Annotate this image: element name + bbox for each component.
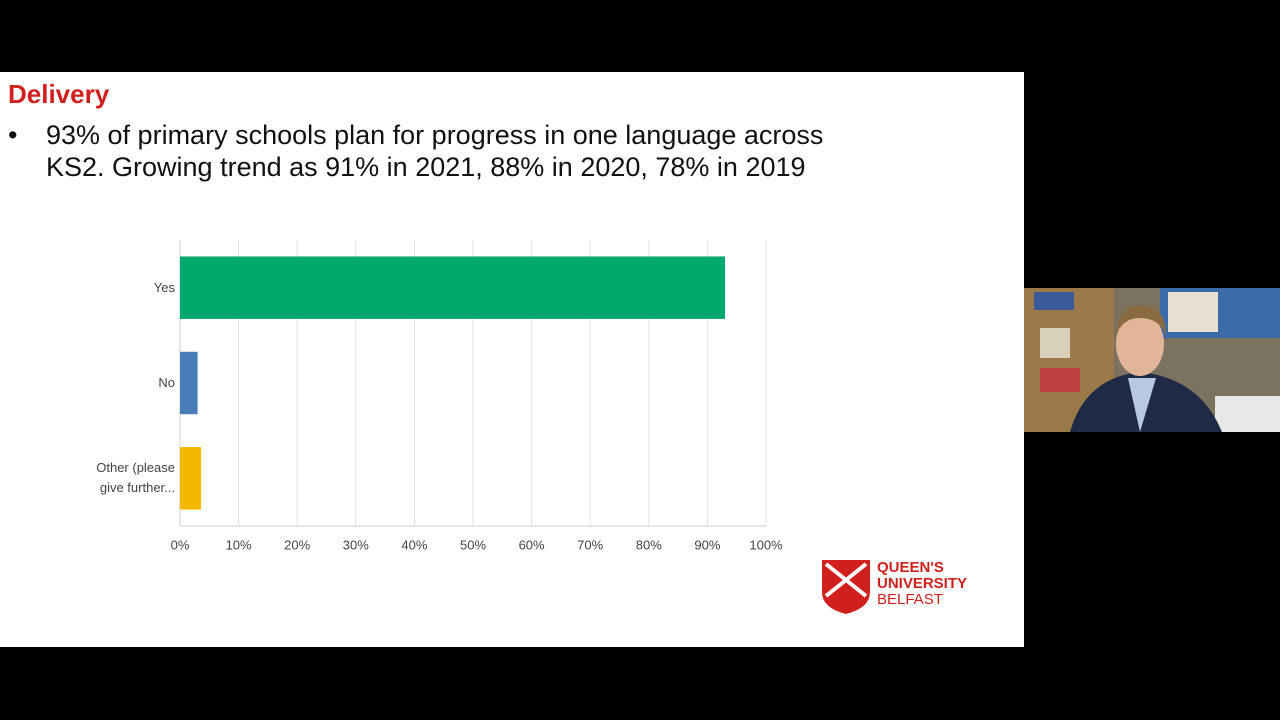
x-tick-label: 30% [343, 537, 369, 552]
x-tick-label: 10% [226, 537, 252, 552]
bar [180, 256, 725, 319]
webcam [1024, 288, 1280, 432]
x-tick-label: 0% [171, 537, 190, 552]
university-shield [822, 560, 870, 614]
x-tick-label: 20% [284, 537, 310, 552]
logo-text: QUEEN'S [877, 559, 944, 576]
x-tick-label: 80% [636, 537, 662, 552]
y-tick-label: No [158, 375, 175, 390]
x-tick-label: 50% [460, 537, 486, 552]
logo-text: UNIVERSITY [877, 575, 967, 592]
bullet-text: KS2. Growing trend as 91% in 2021, 88% i… [46, 152, 806, 182]
x-tick-label: 40% [401, 537, 427, 552]
y-tick-label: Other (please give further... [96, 460, 175, 496]
slide-title: Delivery [8, 79, 110, 109]
bullet-text: 93% of primary schools plan for progress… [46, 120, 824, 150]
x-tick-label: 60% [519, 537, 545, 552]
bar [180, 447, 202, 510]
x-tick-label: 90% [694, 537, 720, 552]
bar [180, 351, 198, 415]
y-tick-label: Yes [153, 279, 175, 295]
logo-text: BELFAST [877, 591, 943, 608]
slide [0, 72, 1024, 647]
x-tick-label: 100% [749, 537, 783, 552]
x-tick-label: 70% [577, 537, 603, 552]
bullet-marker: • [8, 120, 18, 150]
